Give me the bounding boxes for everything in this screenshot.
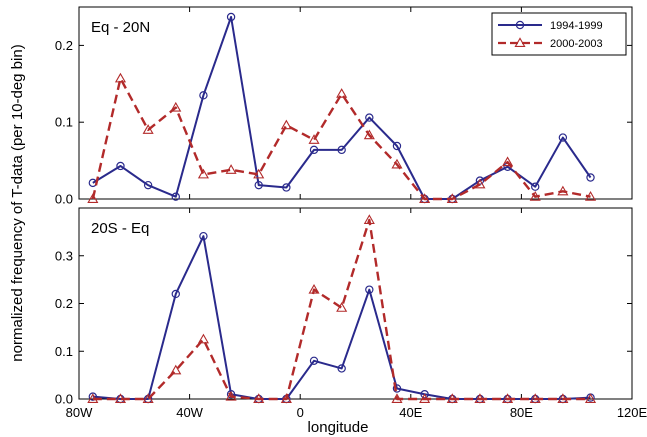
data-point bbox=[363, 214, 375, 224]
data-point bbox=[309, 356, 319, 365]
legend-entry: 1994-1999 bbox=[550, 20, 603, 32]
data-point bbox=[116, 161, 125, 171]
data-point bbox=[337, 145, 346, 155]
data-point bbox=[225, 164, 237, 174]
data-point bbox=[197, 333, 209, 344]
data-point bbox=[531, 182, 540, 191]
data-point bbox=[529, 190, 541, 201]
data-point bbox=[557, 393, 569, 404]
data-point bbox=[199, 91, 208, 100]
x-tick-label: 80E bbox=[510, 405, 533, 420]
data-point bbox=[586, 173, 595, 182]
data-point bbox=[558, 133, 568, 142]
data-point bbox=[391, 393, 403, 404]
series-line bbox=[91, 77, 591, 201]
data-point bbox=[88, 392, 98, 401]
y-tick-label: 0.1 bbox=[55, 115, 73, 130]
data-point bbox=[419, 193, 431, 203]
data-point bbox=[170, 364, 182, 375]
data-point bbox=[392, 384, 402, 393]
data-point bbox=[170, 101, 182, 112]
panel-label: Eq - 20N bbox=[91, 19, 150, 36]
data-point bbox=[309, 145, 319, 155]
data-point bbox=[502, 393, 514, 404]
legend: 1994-1999 2000-2003 bbox=[491, 12, 627, 56]
panel-label: 20S - Eq bbox=[91, 220, 149, 237]
data-point bbox=[584, 190, 597, 201]
data-point bbox=[474, 393, 486, 404]
data-point bbox=[336, 88, 348, 98]
data-point bbox=[199, 231, 208, 241]
x-tick-label: 40W bbox=[176, 405, 203, 420]
data-point bbox=[87, 193, 99, 203]
data-point bbox=[584, 393, 597, 404]
data-point bbox=[557, 185, 569, 196]
y-tick-label: 0.2 bbox=[55, 38, 73, 53]
data-point bbox=[171, 289, 180, 299]
panel-bottom: 0.0 0.1 0.2 0.3 20S - Eq bbox=[55, 207, 633, 407]
data-point bbox=[171, 192, 180, 201]
data-point bbox=[114, 72, 127, 83]
data-point bbox=[142, 393, 154, 404]
data-point bbox=[226, 12, 236, 22]
panel-top: 0.0 0.1 0.2 Eq - 20N 1994-1999 2000-2003 bbox=[55, 6, 633, 207]
data-point bbox=[474, 178, 486, 189]
y-tick-label: 0.0 bbox=[55, 192, 73, 207]
series-dashed bbox=[87, 214, 597, 404]
plot-frame bbox=[78, 6, 633, 200]
data-point bbox=[197, 168, 209, 179]
y-axis-label: normalized frequency of T-data (per 10-d… bbox=[9, 44, 26, 361]
legend-marker bbox=[514, 37, 526, 48]
data-point bbox=[365, 285, 374, 294]
data-point bbox=[225, 390, 237, 401]
series-line bbox=[92, 235, 591, 400]
data-point bbox=[143, 180, 153, 190]
x-tick-label: 120E bbox=[617, 405, 647, 420]
y-tick-label: 0.0 bbox=[55, 392, 73, 407]
series-line bbox=[92, 15, 592, 200]
data-point bbox=[254, 180, 263, 190]
data-point bbox=[337, 364, 346, 373]
series-line bbox=[92, 218, 591, 401]
legend-box bbox=[491, 12, 627, 56]
x-tick-label: 0 bbox=[297, 405, 304, 420]
data-point bbox=[363, 129, 375, 140]
data-point bbox=[308, 283, 320, 294]
data-point bbox=[529, 393, 541, 404]
series-dashed bbox=[87, 72, 597, 203]
x-axis-label: longitude bbox=[308, 419, 369, 436]
x-axis-ticks: 80W 40W 0 40E 80E 120E bbox=[66, 405, 647, 420]
data-point bbox=[391, 158, 403, 169]
data-point bbox=[392, 141, 402, 151]
data-point bbox=[336, 302, 348, 312]
legend-entry: 2000-2003 bbox=[550, 38, 603, 50]
data-point bbox=[502, 156, 514, 167]
y-tick-label: 0.3 bbox=[55, 248, 73, 263]
data-point bbox=[280, 119, 292, 130]
data-point bbox=[253, 168, 265, 179]
x-tick-label: 80W bbox=[66, 405, 93, 420]
legend-marker bbox=[515, 20, 525, 30]
data-point bbox=[446, 393, 458, 404]
series-solid bbox=[88, 231, 595, 404]
data-point bbox=[446, 193, 458, 203]
data-point bbox=[142, 124, 154, 134]
plot-frame bbox=[78, 207, 633, 400]
data-point bbox=[419, 393, 431, 404]
data-point bbox=[114, 393, 127, 404]
y-tick-label: 0.1 bbox=[55, 344, 73, 359]
data-point bbox=[87, 393, 99, 404]
data-point bbox=[280, 393, 292, 404]
x-tick-label: 40E bbox=[399, 405, 422, 420]
data-point bbox=[226, 390, 236, 399]
data-point bbox=[253, 393, 265, 404]
data-point bbox=[365, 113, 374, 122]
data-point bbox=[308, 134, 320, 144]
data-point bbox=[282, 183, 291, 192]
y-tick-label: 0.2 bbox=[55, 296, 73, 311]
